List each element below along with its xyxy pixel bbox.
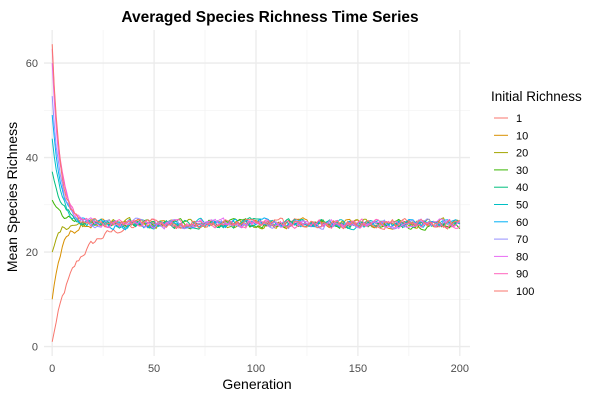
legend-label-90: 90	[516, 269, 528, 281]
legend-label-10: 10	[516, 130, 528, 142]
legend-label-70: 70	[516, 234, 528, 246]
legend-label-80: 80	[516, 251, 528, 263]
y-tick-label: 60	[26, 58, 38, 70]
y-tick-label: 20	[26, 247, 38, 259]
series-lines	[51, 44, 461, 342]
y-tick-label: 40	[26, 153, 38, 165]
y-tick-labels: 0 20 40 60	[26, 58, 38, 353]
legend-label-20: 20	[516, 148, 528, 160]
grid-lines	[44, 30, 470, 356]
x-tick-label: 200	[451, 363, 469, 375]
series-line-100	[51, 44, 461, 230]
legend-label-30: 30	[516, 165, 528, 177]
legend-label-100: 100	[516, 286, 534, 298]
chart-title: Averaged Species Richness Time Series	[121, 9, 418, 26]
y-tick-label: 0	[32, 342, 38, 354]
x-axis-title: Generation	[222, 376, 291, 392]
x-tick-label: 100	[247, 363, 265, 375]
legend-label-50: 50	[516, 200, 528, 212]
legend-label-40: 40	[516, 182, 528, 194]
x-tick-label: 0	[49, 363, 55, 375]
x-tick-labels: 0 50 100 150 200	[49, 363, 469, 375]
legend-label-1: 1	[516, 113, 522, 125]
x-tick-label: 150	[349, 363, 367, 375]
x-tick-label: 50	[148, 363, 160, 375]
series-line-90	[51, 48, 461, 229]
y-axis-title: Mean Species Richness	[4, 122, 20, 272]
legend-label-60: 60	[516, 217, 528, 229]
legend: Initial Richness 1 10 20 30 40 50 60 70 80 90 100	[491, 89, 582, 298]
legend-title: Initial Richness	[491, 89, 582, 104]
